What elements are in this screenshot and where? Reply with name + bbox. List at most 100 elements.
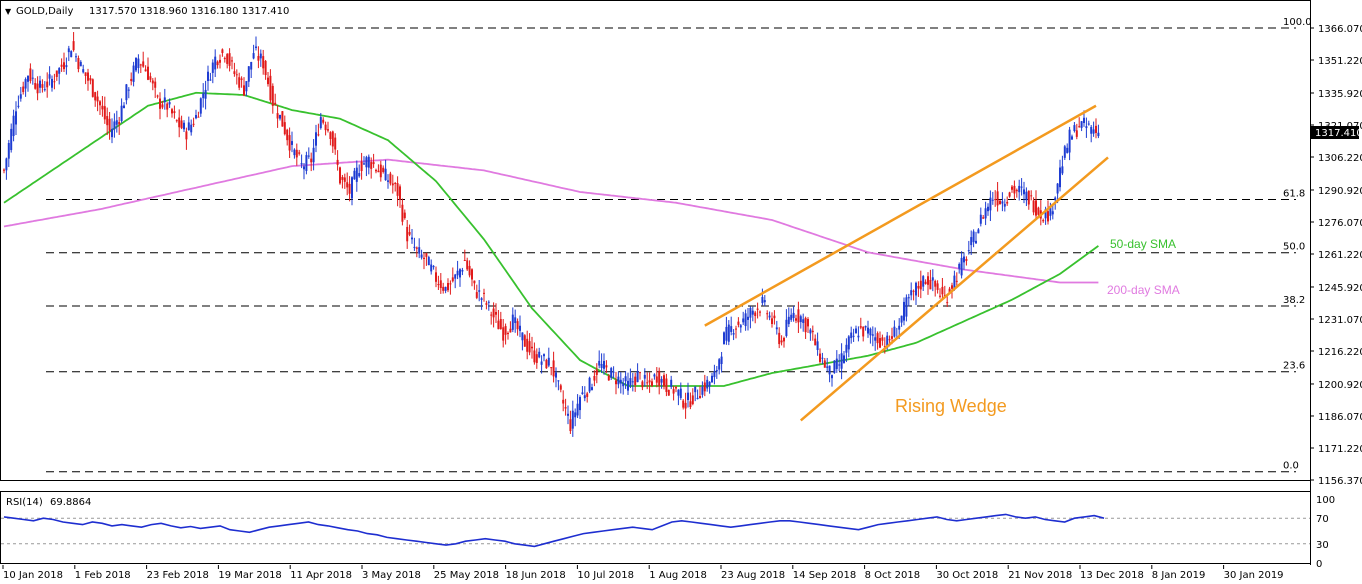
candle	[641, 380, 644, 391]
candle	[341, 174, 344, 189]
candle	[1011, 184, 1013, 193]
candle	[696, 389, 699, 400]
candle	[773, 310, 776, 325]
time-tick-label: 21 Nov 2018	[1008, 570, 1072, 581]
candle	[900, 315, 903, 327]
candle	[291, 131, 293, 153]
candle	[492, 302, 495, 328]
candle	[276, 105, 279, 128]
rising-wedge[interactable]	[704, 104, 1109, 422]
candle	[300, 154, 303, 169]
candle	[363, 156, 365, 166]
ohlc-values: 1317.570 1318.960 1316.180 1317.410	[89, 6, 289, 17]
candle	[360, 152, 363, 180]
candle	[1095, 118, 1097, 139]
candle	[495, 303, 497, 323]
candle	[279, 114, 281, 121]
candle	[233, 62, 236, 77]
fibonacci-levels: 100.0 61.8 50.0 38.2 23.6 0.0	[46, 17, 1312, 473]
candle	[22, 81, 25, 95]
candle	[324, 121, 327, 136]
candle	[36, 76, 39, 101]
candle	[739, 324, 742, 333]
candle	[502, 318, 505, 348]
candle	[1003, 198, 1006, 212]
candle	[718, 358, 721, 375]
price-tick-label: 1351.220	[1318, 56, 1362, 67]
candle	[1023, 181, 1025, 204]
candle	[804, 316, 807, 339]
rsi-value: 69.8864	[50, 497, 91, 508]
candle	[267, 72, 269, 87]
candle	[348, 176, 351, 202]
candle	[87, 68, 89, 91]
fib-level-label: 0.0	[1283, 461, 1299, 472]
candle	[751, 306, 754, 322]
candle	[1071, 134, 1073, 140]
candle	[931, 269, 934, 292]
candle	[1035, 190, 1037, 220]
candle	[583, 386, 586, 402]
candle	[675, 385, 677, 393]
candle	[785, 309, 788, 338]
rsi-tick-label: 70	[1316, 514, 1329, 525]
candle	[151, 78, 154, 91]
candle	[257, 46, 260, 69]
candle	[869, 327, 872, 344]
price-tick-label: 1186.070	[1318, 412, 1362, 423]
collapse-triangle-icon[interactable]: ▼	[5, 7, 12, 16]
candle	[130, 72, 133, 86]
candle	[377, 164, 380, 173]
candle	[754, 310, 757, 324]
candle	[766, 310, 769, 320]
candle	[996, 182, 999, 212]
candle	[727, 320, 730, 346]
candle	[591, 383, 593, 391]
candle	[1078, 117, 1081, 128]
candle	[658, 367, 661, 395]
wedge-upper-line[interactable]	[704, 104, 1097, 327]
price-tick-label: 1156.370	[1318, 476, 1362, 487]
candle	[667, 389, 670, 396]
candle	[475, 284, 478, 300]
candle	[17, 95, 20, 109]
candle	[939, 288, 941, 299]
candle	[199, 97, 202, 117]
time-tick-label: 8 Oct 2018	[865, 570, 920, 581]
candle	[941, 277, 944, 299]
candle	[780, 335, 783, 346]
candle	[401, 198, 404, 226]
candle	[427, 255, 430, 266]
candle	[159, 92, 161, 120]
candle	[648, 372, 651, 393]
candle	[735, 325, 737, 339]
candle	[142, 51, 145, 68]
candle	[960, 251, 963, 279]
candle	[139, 63, 142, 74]
candle	[598, 350, 601, 369]
candle	[307, 147, 310, 159]
candle	[749, 306, 752, 329]
candle	[1073, 121, 1076, 133]
fib-level-label: 50.0	[1283, 242, 1305, 253]
candle	[250, 61, 253, 79]
candle	[982, 214, 985, 219]
candle	[816, 332, 819, 356]
candle	[859, 317, 862, 330]
candle	[975, 231, 977, 244]
candle	[399, 184, 401, 208]
wedge-lower-line[interactable]	[799, 156, 1109, 422]
candle	[12, 109, 15, 142]
candle	[1013, 180, 1016, 200]
candle	[703, 374, 706, 397]
candle	[1025, 187, 1028, 207]
candle	[768, 311, 771, 321]
candle	[1085, 117, 1088, 138]
candle	[831, 374, 833, 387]
candle	[58, 67, 61, 85]
time-tick-label: 10 Jul 2018	[577, 570, 634, 581]
candle	[670, 375, 673, 390]
candle	[209, 72, 212, 81]
candle	[730, 316, 733, 336]
